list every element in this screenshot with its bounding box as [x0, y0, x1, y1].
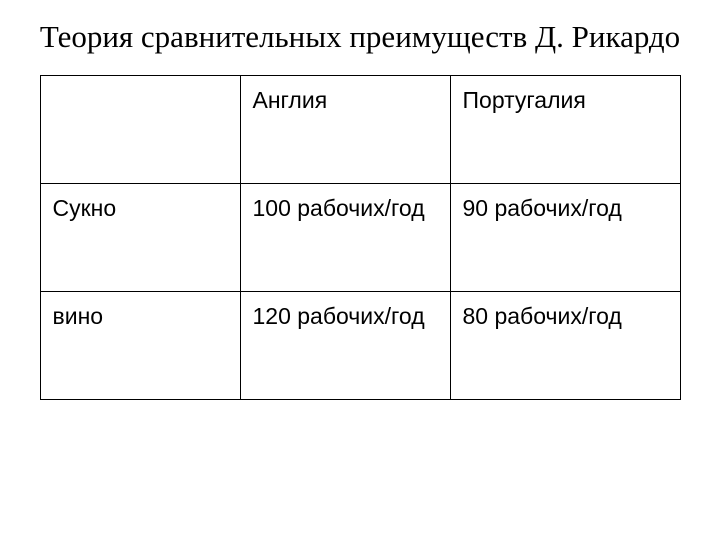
page-title: Теория сравнительных преимуществ Д. Рика… — [30, 18, 690, 57]
row-label-cloth: Сукно — [40, 183, 240, 291]
header-cell-england: Англия — [240, 75, 450, 183]
cell-wine-portugal: 80 рабочих/год — [450, 291, 680, 399]
row-label-wine: вино — [40, 291, 240, 399]
header-cell-empty — [40, 75, 240, 183]
table-row: вино 120 рабочих/год 80 рабочих/год — [40, 291, 680, 399]
header-cell-portugal: Португалия — [450, 75, 680, 183]
table-header-row: Англия Португалия — [40, 75, 680, 183]
cell-cloth-england: 100 рабочих/год — [240, 183, 450, 291]
comparative-advantage-table: Англия Португалия Сукно 100 рабочих/год … — [40, 75, 681, 400]
cell-cloth-portugal: 90 рабочих/год — [450, 183, 680, 291]
table-row: Сукно 100 рабочих/год 90 рабочих/год — [40, 183, 680, 291]
cell-wine-england: 120 рабочих/год — [240, 291, 450, 399]
